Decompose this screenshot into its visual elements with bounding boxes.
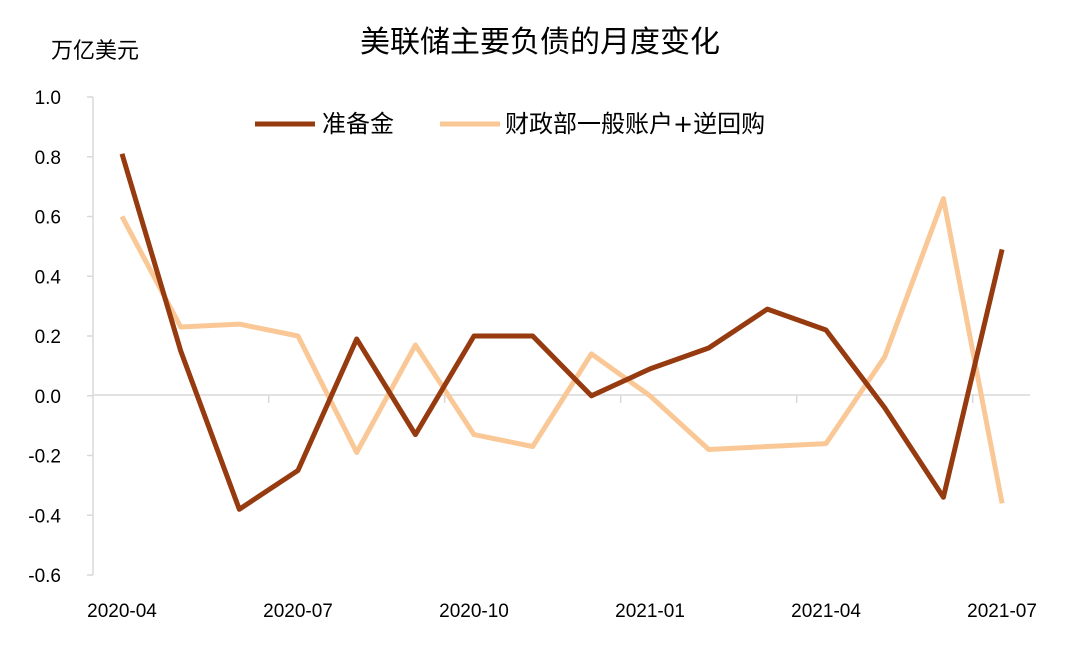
chart-title: 美联储主要负债的月度变化: [360, 25, 720, 60]
y-axis: 1.0 0.8 0.6 0.4 0.2 0.0 -0.2 -0.4 -0.6: [28, 88, 94, 587]
y-tick-label: 0.0: [35, 387, 61, 408]
legend-label: 准备金: [322, 110, 394, 138]
x-axis: 2020-04 2020-07 2020-10 2021-01 2021-04 2021-…: [87, 394, 1037, 622]
x-tick-label: 2020-07: [263, 601, 333, 622]
legend: 准备金 财政部一般账户+逆回购: [255, 110, 765, 138]
y-tick-label: 0.6: [35, 208, 61, 229]
x-tick-label: 2021-07: [967, 601, 1037, 622]
y-tick-label: -0.6: [28, 566, 61, 587]
y-tick-label: -0.2: [28, 447, 61, 468]
series-line: [119, 196, 1005, 504]
y-tick-label: 0.4: [35, 267, 62, 288]
legend-label: 财政部一般账户+逆回购: [505, 110, 765, 138]
y-tick-label: 1.0: [35, 88, 61, 109]
series-layer: [119, 153, 1005, 512]
y-axis-unit-label: 万亿美元: [51, 39, 139, 64]
y-tick-label: -0.4: [28, 506, 61, 527]
x-tick-label: 2021-01: [615, 601, 685, 622]
x-tick-label: 2021-04: [791, 601, 861, 622]
series-line: [119, 153, 1005, 512]
x-tick-label: 2020-04: [87, 601, 157, 622]
y-tick-label: 0.2: [35, 327, 61, 348]
y-tick-label: 0.8: [35, 148, 61, 169]
x-tick-label: 2020-10: [439, 601, 509, 622]
